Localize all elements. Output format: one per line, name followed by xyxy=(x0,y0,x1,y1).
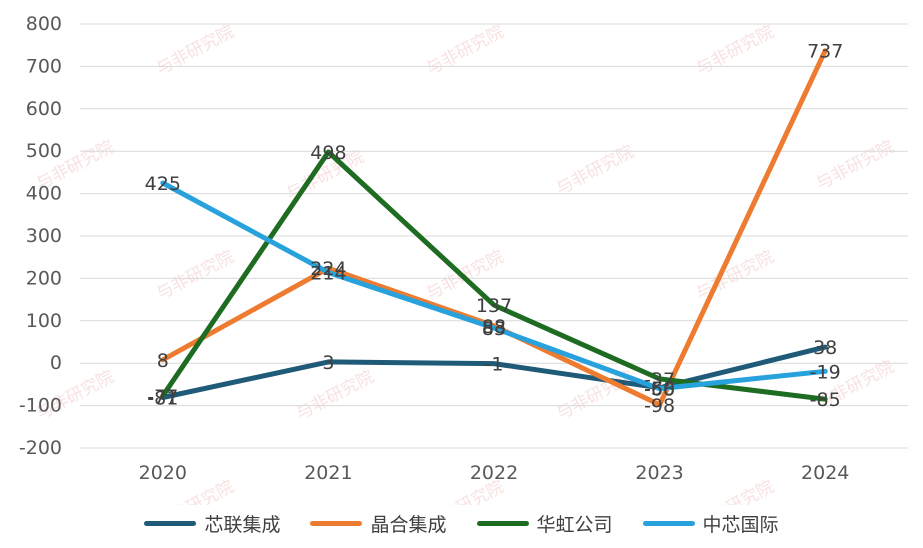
y-axis-ticks: 800 700 600 500 400 300 200 100 0 -100 -200 xyxy=(19,13,62,459)
data-label: -1 xyxy=(485,354,504,376)
series-lines xyxy=(160,48,828,408)
legend-swatch xyxy=(310,520,363,526)
y-tick-label: 800 xyxy=(26,13,62,35)
y-tick-label: 700 xyxy=(26,55,62,77)
watermark-text: 与非研究院 xyxy=(693,477,777,505)
legend-swatch xyxy=(144,520,197,526)
data-label: 425 xyxy=(145,173,181,195)
legend-item: 中芯国际 xyxy=(642,510,779,537)
data-label: 737 xyxy=(807,41,843,63)
y-tick-label: 200 xyxy=(26,267,62,289)
data-label: -60 xyxy=(644,379,675,401)
x-axis-ticks: 2020 2021 2022 2023 2024 xyxy=(139,462,850,484)
series-line-2 xyxy=(160,48,828,408)
watermark-text: 与非研究院 xyxy=(553,142,637,200)
data-label: -98 xyxy=(644,395,675,417)
series-line-3 xyxy=(160,149,828,402)
watermark-text: 与非研究院 xyxy=(153,22,237,80)
y-tick-label: 600 xyxy=(26,98,62,120)
data-label: 137 xyxy=(476,295,512,317)
watermark-text: 与非研究院 xyxy=(693,247,777,305)
legend-label: 华虹公司 xyxy=(536,513,613,536)
data-label: -37 xyxy=(644,369,675,391)
x-tick-label: 2023 xyxy=(635,462,683,484)
legend: 芯联集成 晶合集成 华虹公司 中芯国际 xyxy=(0,505,923,541)
y-tick-label: -100 xyxy=(19,395,62,417)
data-label: 214 xyxy=(310,262,346,284)
data-label: 498 xyxy=(310,142,346,164)
y-tick-label: 400 xyxy=(26,183,62,205)
x-tick-label: 2021 xyxy=(304,462,352,484)
watermark-text: 与非研究院 xyxy=(153,247,237,305)
legend-label: 中芯国际 xyxy=(702,513,779,536)
x-tick-label: 2024 xyxy=(801,462,849,484)
y-tick-label: 500 xyxy=(26,140,62,162)
data-label: 38 xyxy=(813,337,837,359)
gridlines xyxy=(80,23,908,449)
legend-swatch xyxy=(476,520,529,526)
data-label: 3 xyxy=(322,352,334,374)
x-tick-label: 2020 xyxy=(139,462,187,484)
data-label: 8 xyxy=(157,350,169,372)
data-label: -81 xyxy=(147,388,178,410)
data-labels: -81 3 -1 -58 38 8 224 88 -98 737 -77 498 137 -37 -85 42… xyxy=(145,41,844,417)
data-label: 83 xyxy=(482,318,506,340)
y-tick-label: 300 xyxy=(26,225,62,247)
data-label: -85 xyxy=(810,389,841,411)
legend-label: 芯联集成 xyxy=(204,513,281,536)
data-label: -19 xyxy=(810,361,841,383)
legend-item: 芯联集成 xyxy=(144,510,280,537)
series-line-1 xyxy=(160,344,828,400)
data-label: -58 xyxy=(644,378,675,400)
legend-label: 晶合集成 xyxy=(370,513,447,536)
data-label: -77 xyxy=(147,386,178,408)
series-line-4 xyxy=(160,180,828,392)
watermark-text: 与非研究院 xyxy=(693,22,777,80)
legend-item: 华虹公司 xyxy=(476,510,613,537)
legend-item: 晶合集成 xyxy=(310,510,447,537)
watermark-text: 与非研究院 xyxy=(813,137,897,195)
data-label: 224 xyxy=(310,258,346,280)
y-tick-label: -200 xyxy=(19,437,62,459)
data-label: 88 xyxy=(482,316,506,338)
y-tick-label: 0 xyxy=(50,352,62,374)
y-tick-label: 100 xyxy=(26,310,62,332)
watermark-text: 与非研究院 xyxy=(423,22,507,80)
watermark-text: 与非研究院 xyxy=(293,367,377,425)
legend-swatch xyxy=(642,520,695,526)
x-tick-label: 2022 xyxy=(470,462,518,484)
